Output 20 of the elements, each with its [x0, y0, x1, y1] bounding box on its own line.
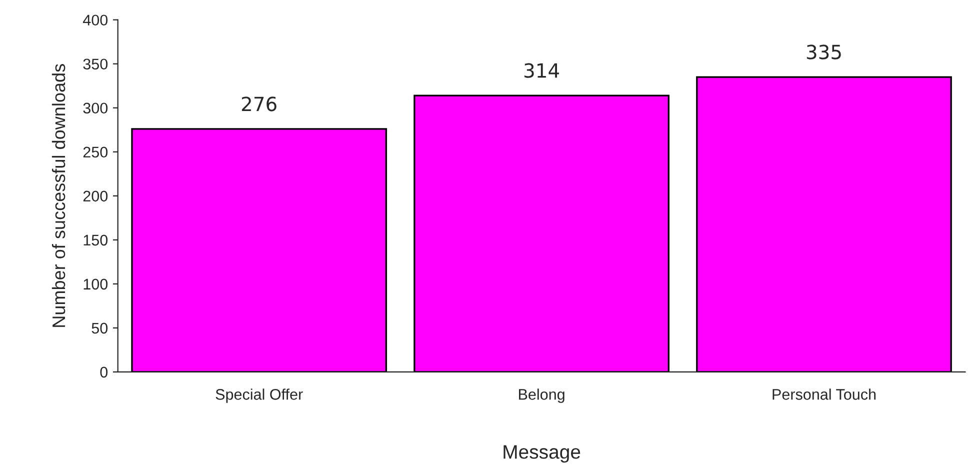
- bar: [414, 94, 670, 372]
- bar: [696, 76, 952, 372]
- y-tick-label: 200: [83, 190, 108, 202]
- y-tick-label: 150: [84, 234, 108, 246]
- data-label: 314: [524, 63, 560, 78]
- y-tick-label: 50: [92, 322, 108, 334]
- x-tick-label: Special Offer: [216, 388, 303, 403]
- y-axis-title: Number of successful downloads: [52, 64, 66, 327]
- y-tick-label: 400: [82, 14, 108, 26]
- x-axis-title: Message: [504, 445, 580, 463]
- x-tick-label: Belong: [519, 388, 564, 403]
- y-tick-label: 100: [84, 278, 108, 290]
- y-tick-label: 250: [83, 146, 108, 158]
- x-tick-label: Personal Touch: [772, 388, 876, 400]
- bar: [131, 128, 388, 372]
- data-label: 335: [806, 44, 841, 60]
- data-label: 276: [242, 96, 276, 112]
- y-tick-label: 350: [83, 58, 108, 70]
- y-tick-label: 300: [83, 102, 108, 114]
- y-tick-label: 0: [100, 366, 108, 378]
